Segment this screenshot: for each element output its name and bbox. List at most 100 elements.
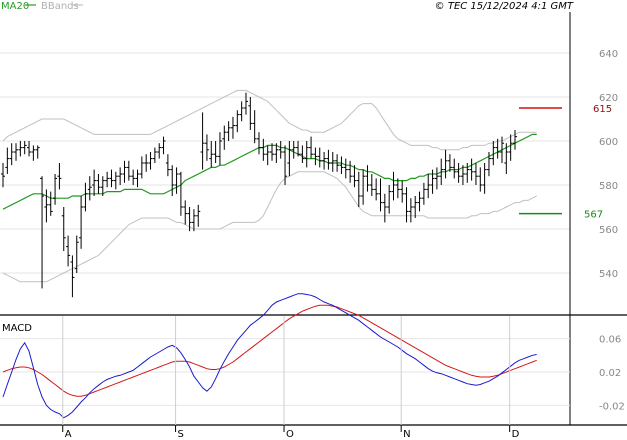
support-label: 567 — [584, 210, 603, 221]
ohlc-bar — [87, 176, 92, 201]
copyright-text: © TEC 15/12/2024 4:1 GMT — [435, 1, 574, 12]
ohlc-bar — [1, 163, 5, 188]
ohlc-bar — [391, 171, 396, 201]
ohlc-bar — [261, 138, 266, 161]
ohlc-bar — [317, 147, 322, 168]
ohlc-bar — [196, 204, 201, 227]
ohlc-bar — [170, 165, 175, 196]
ohlc-bar — [209, 141, 214, 168]
ohlc-bar — [222, 125, 227, 150]
signal-line — [2, 304, 537, 397]
ohlc-bar — [74, 235, 79, 273]
ohlc-bar — [426, 174, 431, 199]
ohlc-bar — [495, 138, 500, 159]
ohlc-bar — [100, 176, 105, 196]
price-y-axis: 540 560 580 600 620 640 — [599, 49, 618, 280]
ohlc-bar — [278, 141, 283, 159]
ohlc-bar — [482, 163, 487, 194]
ohlc-bar — [230, 116, 235, 139]
ohlc-bar — [486, 152, 491, 177]
ohlc-bar — [178, 171, 183, 216]
price-y-tick-label: 540 — [599, 269, 618, 280]
ohlc-bar — [96, 174, 101, 194]
ohlc-bar — [361, 169, 366, 205]
ohlc-bar — [48, 191, 53, 216]
ohlc-bar — [27, 141, 32, 157]
ohlc-bar — [152, 147, 157, 163]
ohlc-bar — [187, 207, 192, 232]
price-y-tick-label: 600 — [599, 137, 618, 148]
ohlc-bar — [79, 196, 84, 249]
ohlc-bar — [504, 143, 509, 174]
level-lines: 615 567 — [519, 104, 612, 221]
ohlc-bar — [204, 134, 209, 161]
price-y-tick-label: 640 — [599, 49, 618, 60]
ohlc-bar — [239, 101, 244, 122]
month-label: N — [403, 429, 410, 440]
month-label: O — [286, 429, 294, 440]
ohlc-bar — [287, 141, 292, 177]
macd-gridlines — [0, 338, 570, 406]
ohlc-bar — [61, 207, 66, 251]
price-y-tick-label: 580 — [599, 181, 618, 192]
ohlc-bar — [109, 169, 114, 188]
bbands-lower-line — [2, 171, 537, 283]
ohlc-bar — [70, 255, 75, 298]
ohlc-bar — [465, 163, 470, 183]
ohlc-bar — [452, 158, 457, 179]
ohlc-bar — [434, 167, 439, 190]
ohlc-bar — [161, 136, 166, 155]
ohlc-bar — [430, 169, 435, 194]
ohlc-bar — [265, 145, 270, 166]
ohlc-bar — [352, 165, 357, 188]
ohlc-bar — [365, 165, 370, 192]
ohlc-bar — [191, 209, 196, 232]
ohlc-bars — [1, 92, 517, 298]
ohlc-bar — [243, 92, 248, 115]
ohlc-bar — [408, 198, 413, 223]
ohlc-bar — [456, 163, 461, 183]
ma20-polyline — [2, 133, 537, 210]
legend: MA20 BBands — [1, 1, 83, 12]
ohlc-bar — [274, 143, 279, 163]
ohlc-bar — [439, 158, 444, 185]
ohlc-bar — [513, 130, 517, 150]
ohlc-bar — [122, 160, 127, 183]
ohlc-bar — [83, 182, 88, 212]
ohlc-bar — [395, 178, 400, 199]
ohlc-bar — [356, 171, 361, 207]
ohlc-bar — [135, 169, 140, 188]
ohlc-bar — [499, 136, 504, 163]
ohlc-bar — [374, 178, 379, 201]
ohlc-bar — [378, 178, 383, 212]
ohlc-bar — [478, 167, 483, 192]
macd-panel: MACD -0.02 0.02 0.06 — [0, 293, 625, 419]
ohlc-bar — [35, 145, 40, 159]
macd-title: MACD — [2, 323, 32, 334]
ohlc-bar — [126, 160, 131, 181]
macd-y-tick-label: -0.02 — [599, 401, 625, 412]
macd-lines — [2, 293, 537, 419]
ohlc-bar — [174, 167, 179, 194]
ohlc-bar — [491, 141, 496, 166]
ohlc-bar — [421, 182, 426, 205]
macd-line — [2, 293, 537, 419]
price-y-tick-label: 620 — [599, 93, 618, 104]
ohlc-bar — [326, 149, 331, 170]
price-gridlines — [0, 52, 570, 274]
ohlc-bar — [447, 154, 452, 172]
ohlc-bar — [404, 187, 409, 223]
ohlc-bar — [235, 110, 240, 133]
ohlc-bar — [183, 200, 188, 225]
ohlc-bar — [335, 154, 340, 172]
ohlc-bar — [330, 152, 335, 172]
ohlc-bar — [44, 189, 49, 223]
ohlc-bar — [400, 180, 405, 203]
ohlc-bar — [270, 143, 275, 161]
ohlc-bar — [57, 163, 62, 190]
ohlc-bar — [304, 141, 309, 168]
ohlc-bar — [118, 167, 123, 185]
macd-y-tick-label: 0.02 — [599, 368, 621, 379]
ohlc-bar — [148, 152, 153, 170]
